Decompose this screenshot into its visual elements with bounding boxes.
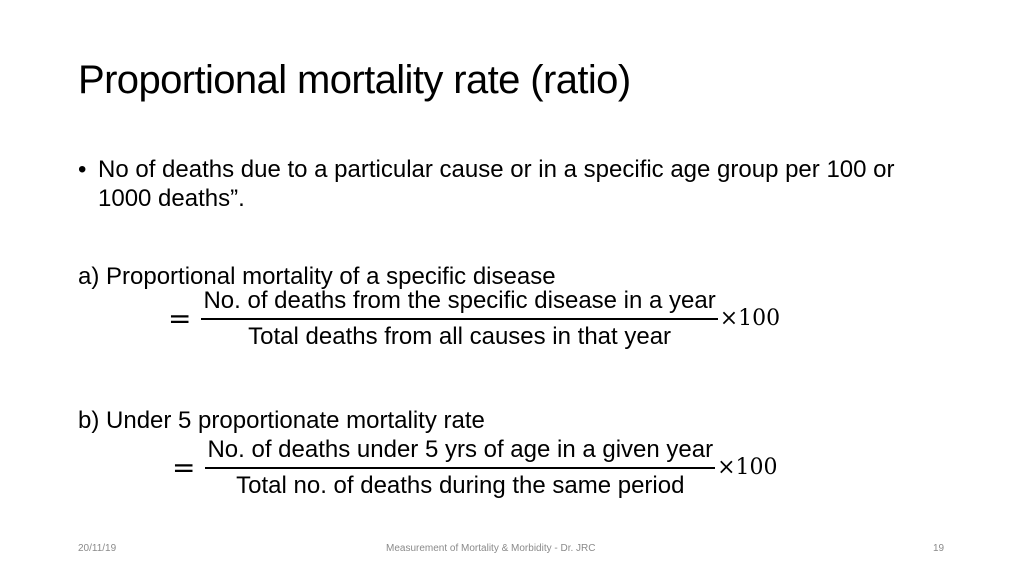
footer-date: 20/11/19 (78, 543, 117, 554)
slide-title: Proportional mortality rate (ratio) (78, 58, 631, 102)
bullet-item: • No of deaths due to a particular cause… (78, 155, 948, 213)
formula-a-numerator: No. of deaths from the specific disease … (203, 287, 716, 314)
formula-a-equals: = (168, 302, 192, 335)
formula-b-multiplier: ×100 (717, 455, 778, 480)
formula-b-numerator: No. of deaths under 5 yrs of age in a gi… (207, 436, 714, 463)
formula-a-denominator: Total deaths from all causes in that yea… (248, 323, 672, 350)
formula-b: = No. of deaths under 5 yrs of age in a … (172, 436, 778, 500)
section-b-heading: b) Under 5 proportionate mortality rate (78, 407, 485, 434)
formula-a-fraction-bar (201, 318, 718, 320)
footer-page-number: 19 (933, 543, 945, 554)
formula-a-multiplier: ×100 (719, 306, 781, 331)
formula-b-fraction-bar (205, 467, 716, 469)
section-a-heading: a) Proportional mortality of a specific … (78, 263, 556, 290)
formula-a: = No. of deaths from the specific diseas… (168, 287, 780, 351)
formula-b-denominator: Total no. of deaths during the same peri… (236, 472, 685, 499)
formula-b-fraction: No. of deaths under 5 yrs of age in a gi… (205, 436, 716, 500)
formula-b-equals: = (172, 451, 196, 484)
formula-a-fraction: No. of deaths from the specific disease … (201, 287, 718, 351)
bullet-text: No of deaths due to a particular cause o… (98, 156, 895, 212)
bullet-marker: • (78, 156, 87, 183)
footer-title: Measurement of Mortality & Morbidity - D… (386, 543, 596, 554)
